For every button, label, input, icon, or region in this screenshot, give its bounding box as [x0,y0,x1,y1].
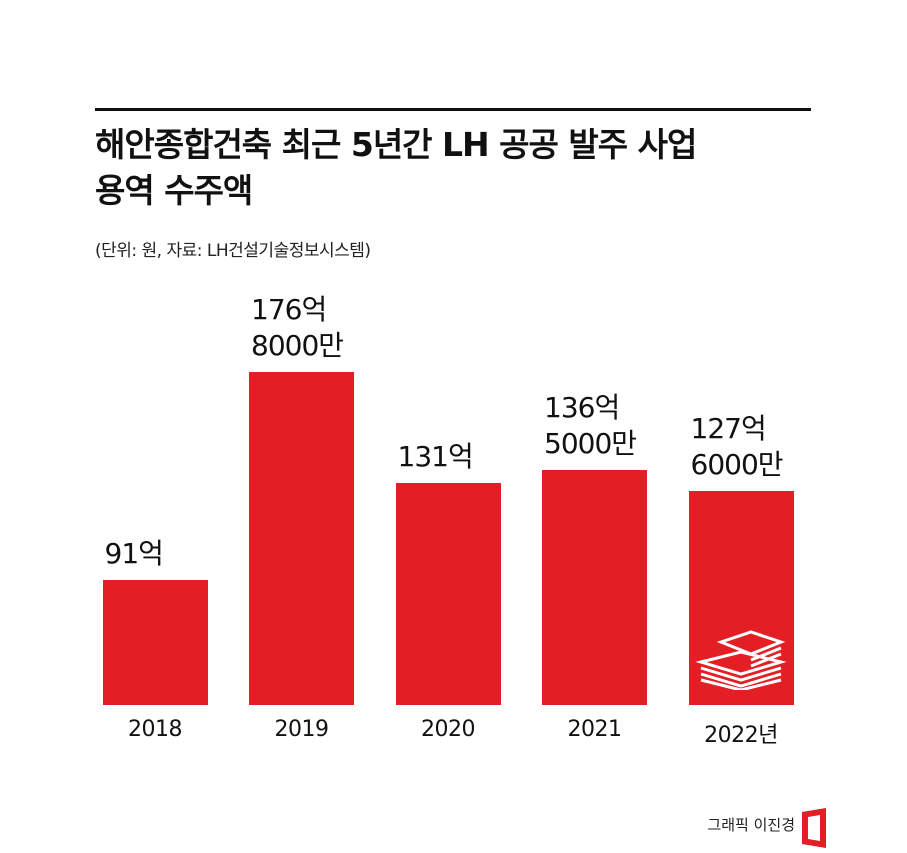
value-label: 91억 [104,536,164,570]
chart-subtitle: (단위: 원, 자료: LH건설기술정보시스템) [95,241,371,261]
title-rule [95,108,811,111]
chart-title: 해안종합건축 최근 5년간 LH 공공 발주 사업 용역 수주액 [95,125,697,210]
value-label: 131억 [397,439,474,473]
value-label: 127억 6000만 [690,412,784,482]
x-tick-label: 2018 [128,717,183,742]
value-label: 176억 8000만 [251,292,344,362]
bar [102,579,208,705]
bar [542,469,647,705]
bar [395,482,501,705]
x-tick-label: 2019 [274,717,330,742]
bar [249,371,354,705]
value-label: 136억 5000만 [544,390,637,460]
x-tick-label: 2021 [567,717,623,742]
money-icon [695,630,787,690]
credit: 그래픽 이진경 [707,816,795,834]
x-tick-label: 2020 [421,717,476,742]
logo [802,808,826,848]
x-tick-label: 2022년 [704,723,778,748]
